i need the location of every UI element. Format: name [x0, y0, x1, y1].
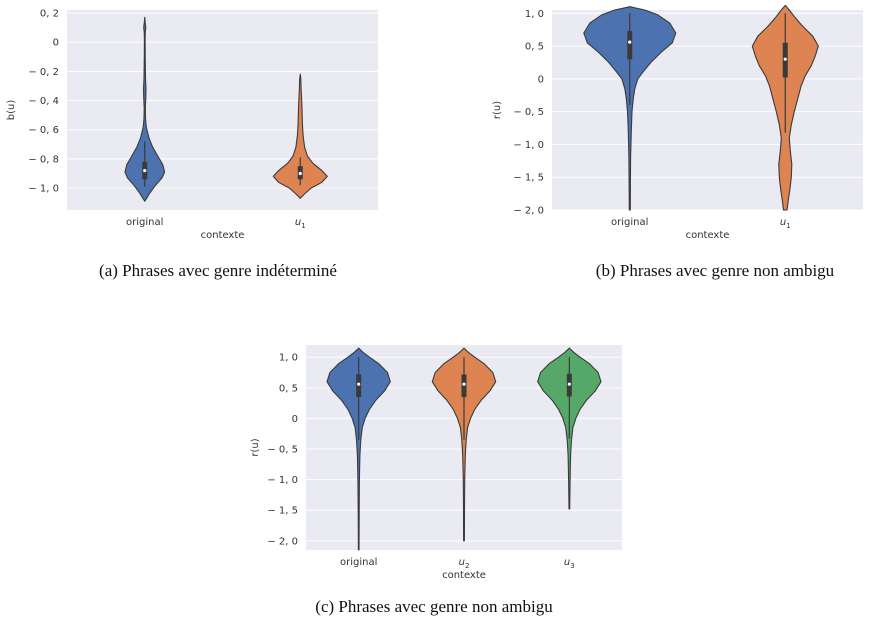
y-tick-label: − 2, 0	[513, 206, 544, 217]
y-tick-label: − 1, 5	[267, 506, 298, 517]
y-tick-label: 0	[53, 38, 59, 49]
x-tick-label: original	[611, 217, 648, 228]
violin-u2	[431, 347, 497, 542]
y-tick-label: − 0, 5	[267, 445, 298, 456]
y-tick-label: − 2, 0	[267, 536, 298, 547]
median-u3	[567, 382, 571, 386]
plot-area	[67, 10, 378, 210]
y-tick-label: − 0, 2	[28, 67, 59, 78]
x-tick-label: u2	[459, 557, 470, 570]
y-tick-label: 0	[538, 74, 544, 85]
y-tick-label: 0, 5	[279, 383, 298, 394]
y-tick-label: 1, 0	[279, 353, 298, 364]
y-tick-label: − 1, 0	[28, 184, 59, 195]
median-u1	[783, 57, 787, 61]
y-tick-label: − 0, 4	[28, 96, 59, 107]
y-tick-label: 0, 2	[40, 8, 59, 19]
y-tick-label: − 1, 0	[267, 475, 298, 486]
box-original	[627, 30, 633, 60]
x-tick-label: u1	[295, 217, 306, 230]
y-tick-label: − 1, 5	[513, 173, 544, 184]
violin-chart-b: 1, 0 0, 5 0 − 0, 5 − 1, 0 − 1, 5 − 2, 0 origina…	[492, 4, 863, 280]
y-tick-label: 1, 0	[525, 9, 544, 20]
y-axis-label: b(u)	[6, 100, 17, 121]
x-axis-label: contexte	[442, 570, 486, 581]
x-tick-label: original	[340, 557, 377, 568]
y-axis-label: r(u)	[250, 438, 261, 456]
x-tick-label: u3	[564, 557, 575, 570]
x-tick-label: u1	[780, 217, 791, 230]
median-u1	[298, 171, 302, 176]
caption: (a) Phrases avec genre indéterminé	[99, 261, 337, 280]
median-original	[357, 382, 361, 386]
violin-u1	[272, 73, 328, 199]
violin-original	[326, 347, 391, 551]
violin-original	[124, 16, 166, 202]
y-tick-label: − 1, 0	[513, 140, 544, 151]
violin-original	[583, 6, 677, 211]
y-tick-label: 0, 5	[525, 42, 544, 53]
violin-chart-c: 1, 0 0, 5 0 − 0, 5 − 1, 0 − 1, 5 − 2, 0 origina…	[250, 345, 622, 616]
violin-chart-a: 0, 2 0 − 0, 2 − 0, 4 − 0, 6 − 0, 8 − 1, 0 origi…	[6, 8, 378, 280]
caption: (b) Phrases avec genre non ambigu	[596, 261, 835, 280]
median-original	[143, 168, 147, 173]
median-u2	[462, 382, 466, 386]
x-tick-label: original	[126, 217, 163, 228]
y-tick-label: − 0, 5	[513, 107, 544, 118]
y-tick-label: 0	[292, 414, 298, 425]
x-axis-label: contexte	[686, 230, 730, 241]
y-axis-label: r(u)	[492, 101, 503, 119]
y-tick-label: − 0, 8	[28, 154, 59, 165]
y-tick-label: − 0, 6	[28, 125, 59, 136]
median-original	[628, 40, 632, 44]
caption: (c) Phrases avec genre non ambigu	[315, 597, 553, 616]
x-axis-label: contexte	[201, 230, 245, 241]
